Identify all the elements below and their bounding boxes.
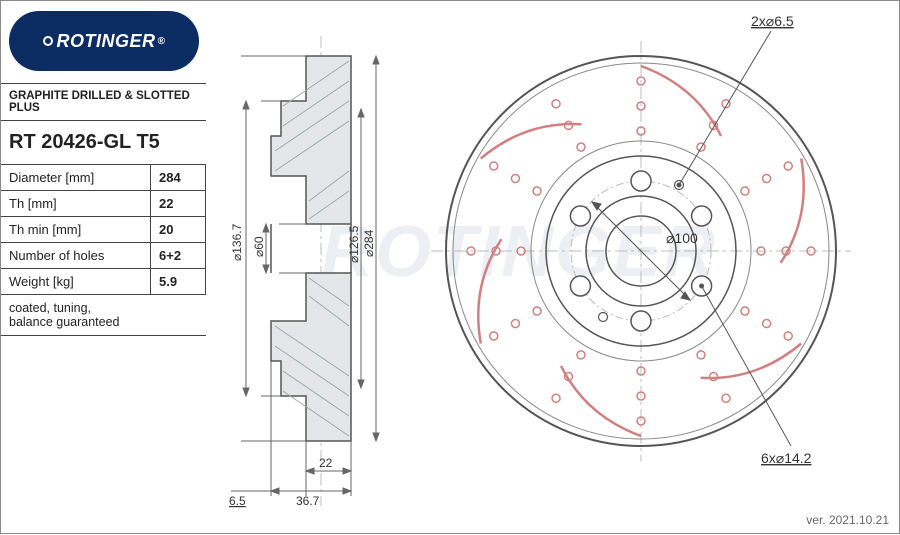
dim-d1367: ⌀136.7 bbox=[230, 223, 244, 261]
callout-pin: 2x⌀6.5 bbox=[751, 13, 794, 29]
dim-w22: 22 bbox=[319, 456, 333, 470]
version-label: ver. 2021.10.21 bbox=[806, 513, 889, 527]
side-view: ⌀136.7 ⌀60 ⌀126.5 ⌀284 bbox=[229, 36, 379, 508]
callout-bolt: 6x⌀14.2 bbox=[761, 450, 812, 466]
table-row: Number of holes6+2 bbox=[1, 243, 206, 269]
spec-title: GRAPHITE DRILLED & SLOTTED PLUS bbox=[1, 84, 206, 121]
logo-text: ROTINGER bbox=[57, 31, 156, 52]
spec-table: Diameter [mm]284 Th [mm]22 Th min [mm]20… bbox=[1, 165, 206, 295]
table-row: Diameter [mm]284 bbox=[1, 165, 206, 191]
callout-bcd: ⌀100 bbox=[666, 230, 698, 246]
dim-w367: 36.7 bbox=[296, 494, 320, 508]
dim-d284: ⌀284 bbox=[362, 229, 376, 257]
spec-panel: GRAPHITE DRILLED & SLOTTED PLUS RT 20426… bbox=[1, 83, 206, 336]
brand-logo: ROTINGER ® bbox=[9, 11, 199, 71]
spec-note: coated, tuning, balance guaranteed bbox=[1, 295, 206, 336]
part-number: RT 20426-GL T5 bbox=[1, 121, 206, 165]
logo-reg: ® bbox=[158, 36, 166, 47]
table-row: Th [mm]22 bbox=[1, 191, 206, 217]
table-row: Th min [mm]20 bbox=[1, 217, 206, 243]
dim-d1265: ⌀126.5 bbox=[347, 225, 361, 263]
front-view: 2x⌀6.5 ⌀100 6x⌀14.2 bbox=[431, 13, 851, 466]
dim-offset: 6.5 bbox=[229, 494, 246, 508]
dim-d60: ⌀60 bbox=[252, 236, 266, 257]
technical-drawing: ⌀136.7 ⌀60 ⌀126.5 ⌀284 bbox=[211, 1, 900, 535]
table-row: Weight [kg]5.9 bbox=[1, 269, 206, 295]
